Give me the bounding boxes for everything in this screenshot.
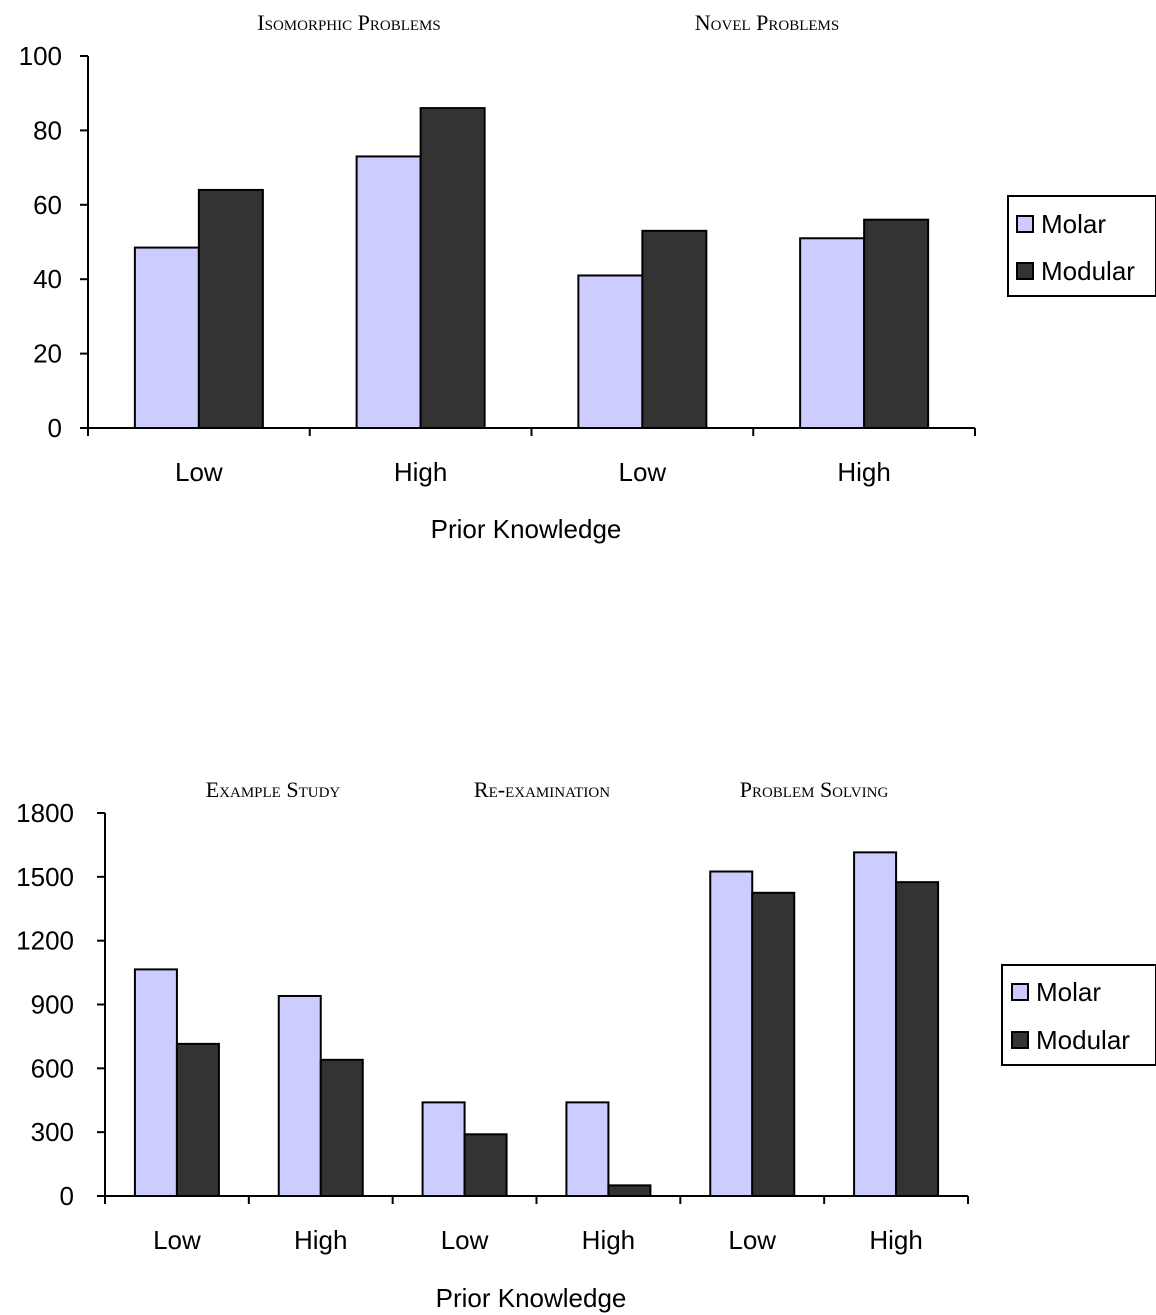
bar-molar-5	[853, 851, 898, 1197]
y-tick-label: 300	[31, 1117, 74, 1147]
y-tick-label: 1200	[16, 926, 74, 956]
bar-molar-2	[421, 1101, 466, 1198]
bar-molar-2	[577, 274, 644, 430]
bar-modular-2	[463, 1133, 508, 1197]
category-label: Low	[728, 1225, 776, 1255]
category-label: High	[394, 457, 447, 487]
y-tick-label: 1800	[16, 798, 74, 828]
legend-label-molar: Molar	[1041, 209, 1106, 239]
bar-modular-0	[175, 1042, 220, 1197]
bar-modular-1	[419, 107, 486, 430]
category-label: High	[869, 1225, 922, 1255]
y-tick-label: 20	[33, 339, 62, 369]
y-tick-label: 100	[19, 41, 62, 71]
bar-molar-4	[709, 870, 754, 1198]
bar-molar-3	[565, 1101, 610, 1198]
y-tick-label: 60	[33, 190, 62, 220]
category-label: High	[294, 1225, 347, 1255]
y-tick-label: 0	[60, 1181, 74, 1211]
y-tick-label: 40	[33, 264, 62, 294]
y-tick-label: 900	[31, 990, 74, 1020]
legend-swatch-modular	[1011, 1031, 1029, 1049]
legend-label-modular: Modular	[1036, 1025, 1130, 1055]
bar-modular-0	[197, 188, 264, 429]
bar-molar-1	[277, 994, 322, 1197]
group-title: Novel Problems	[695, 10, 839, 35]
chart-bottom: Example Study Re-examination Problem Solvi…	[16, 777, 1156, 1313]
legend-swatch-modular	[1016, 262, 1034, 280]
bar-molar-0	[133, 246, 200, 429]
chart-top: Isomorphic Problems Novel Problems 0 20 40 60…	[19, 10, 1156, 544]
x-axis-title: Prior Knowledge	[436, 1283, 627, 1313]
category-label: Low	[619, 457, 667, 487]
group-title: Re-examination	[474, 777, 610, 802]
category-label: High	[582, 1225, 635, 1255]
category-label: High	[837, 457, 890, 487]
bar-molar-0	[133, 968, 178, 1197]
bar-modular-1	[319, 1058, 364, 1198]
bar-molar-1	[355, 155, 422, 429]
category-label: Low	[441, 1225, 489, 1255]
x-axis-title: Prior Knowledge	[431, 514, 622, 544]
legend-label-molar: Molar	[1036, 977, 1101, 1007]
legend-swatch-molar	[1016, 215, 1034, 233]
bar-molar-3	[799, 237, 866, 429]
group-title: Example Study	[206, 777, 341, 802]
legend-swatch-molar	[1011, 983, 1029, 1001]
bar-modular-2	[641, 229, 708, 429]
category-label: Low	[153, 1225, 201, 1255]
y-tick-label: 0	[48, 413, 62, 443]
bar-modular-3	[863, 218, 930, 429]
group-title: Problem Solving	[740, 777, 889, 802]
y-tick-label: 1500	[16, 862, 74, 892]
bar-modular-5	[895, 881, 940, 1197]
y-tick-label: 600	[31, 1053, 74, 1083]
y-tick-label: 80	[33, 115, 62, 145]
bar-modular-4	[751, 891, 796, 1198]
group-title: Isomorphic Problems	[257, 10, 440, 35]
legend-label-modular: Modular	[1041, 256, 1135, 286]
category-label: Low	[175, 457, 223, 487]
bar-modular-3	[607, 1184, 652, 1197]
